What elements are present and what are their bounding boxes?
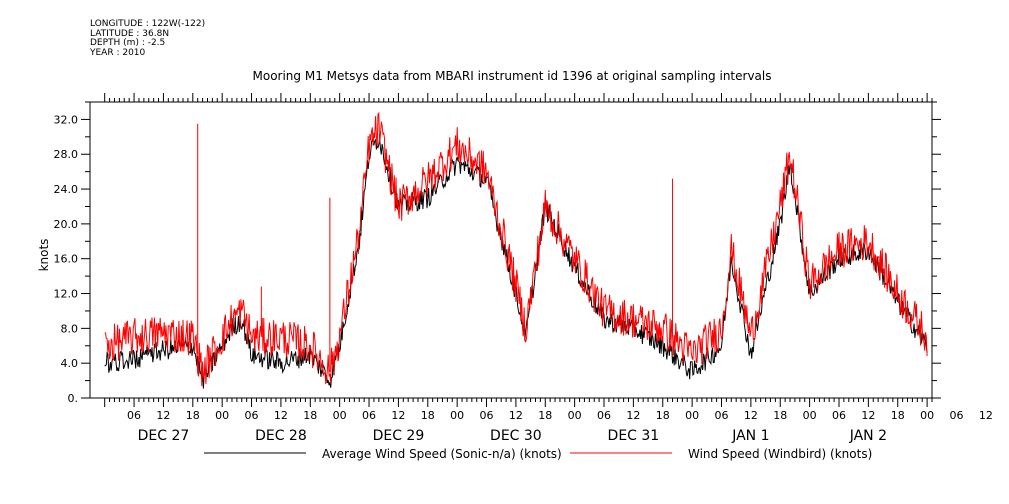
x-hour-label: 12	[156, 409, 170, 422]
y-tick-label: 12.0	[54, 288, 79, 301]
x-hour-label: 06	[715, 409, 729, 422]
x-hour-label: 18	[891, 409, 905, 422]
year-text: YEAR : 2010	[90, 47, 146, 58]
x-day-label: JAN 1	[731, 428, 769, 444]
latitude-text: LATITUDE : 36.8N	[90, 28, 170, 39]
chart-title: Mooring M1 Metsys data from MBARI instru…	[253, 69, 772, 83]
y-tick-label: 0.	[68, 392, 79, 405]
x-hour-label: 00	[803, 409, 817, 422]
x-hour-label: 12	[391, 409, 405, 422]
y-tick-label: 8.0	[61, 322, 79, 335]
x-hour-label: 18	[773, 409, 787, 422]
x-hour-label: 06	[832, 409, 846, 422]
x-hour-label: 00	[333, 409, 347, 422]
x-hour-label: 06	[480, 409, 494, 422]
x-day-label: JAN 2	[849, 428, 887, 444]
series-line-average-wind-speed	[104, 137, 928, 389]
x-day-label: DEC 27	[138, 428, 190, 444]
legend-label-windbird: Wind Speed (Windbird) (knots)	[688, 447, 872, 461]
legend-label-average: Average Wind Speed (Sonic-n/a) (knots)	[322, 447, 562, 461]
x-day-label: DEC 30	[490, 428, 542, 444]
legend: Average Wind Speed (Sonic-n/a) (knots) Wi…	[204, 447, 872, 461]
x-axis-labels: 06 12 18 00 06 12 18 00 06 12 18 00 06 12 18 00 06 12 18 00…	[127, 409, 1009, 444]
depth-text: DEPTH (m) : -2.5	[90, 38, 166, 48]
x-hour-label: 18	[538, 409, 552, 422]
x-hour-label: 00	[685, 409, 699, 422]
y-tick-label: 4.0	[61, 357, 79, 370]
x-hour-label: 18	[656, 409, 670, 422]
y-tick-label: 16.0	[54, 253, 79, 266]
y-tick-label: 32.0	[54, 113, 79, 126]
plot-axes: 0. 4.0 8.0 12.0 16.0 20.0 24.0 28.0 32.0	[54, 93, 941, 407]
x-hour-label: 00	[568, 409, 582, 422]
x-hour-label: 18	[421, 409, 435, 422]
x-hour-label: 18	[186, 409, 200, 422]
x-hour-label: 12	[744, 409, 758, 422]
x-hour-label: 12	[509, 409, 523, 422]
x-hour-label: 06	[245, 409, 259, 422]
y-tick-label: 20.0	[54, 218, 79, 231]
x-day-label: DEC 29	[373, 428, 425, 444]
y-axis-label: knots	[37, 239, 51, 272]
x-hour-label: 06	[127, 409, 141, 422]
x-hour-label: 06	[597, 409, 611, 422]
x-hour-label: 00	[215, 409, 229, 422]
x-hour-label: 00	[450, 409, 464, 422]
metadata-block: LONGITUDE : 122W(-122) LATITUDE : 36.8N …	[90, 19, 206, 58]
series-line-windbird-wind-speed	[104, 111, 928, 387]
x-hour-label: 12	[861, 409, 875, 422]
x-hour-label: 12	[274, 409, 288, 422]
x-hour-label: 06	[362, 409, 376, 422]
longitude-text: LONGITUDE : 122W(-122)	[90, 19, 206, 29]
x-hour-label: 00	[920, 409, 934, 422]
x-hour-label: 18	[303, 409, 317, 422]
x-day-label: DEC 31	[608, 428, 660, 444]
x-day-label: DEC 28	[255, 428, 307, 444]
x-hour-label: 06	[949, 409, 963, 422]
y-tick-label: 28.0	[54, 148, 79, 161]
x-hour-label: 12	[626, 409, 640, 422]
series-layer	[104, 111, 928, 389]
x-hour-label: 12	[979, 409, 993, 422]
y-tick-label: 24.0	[54, 183, 79, 196]
